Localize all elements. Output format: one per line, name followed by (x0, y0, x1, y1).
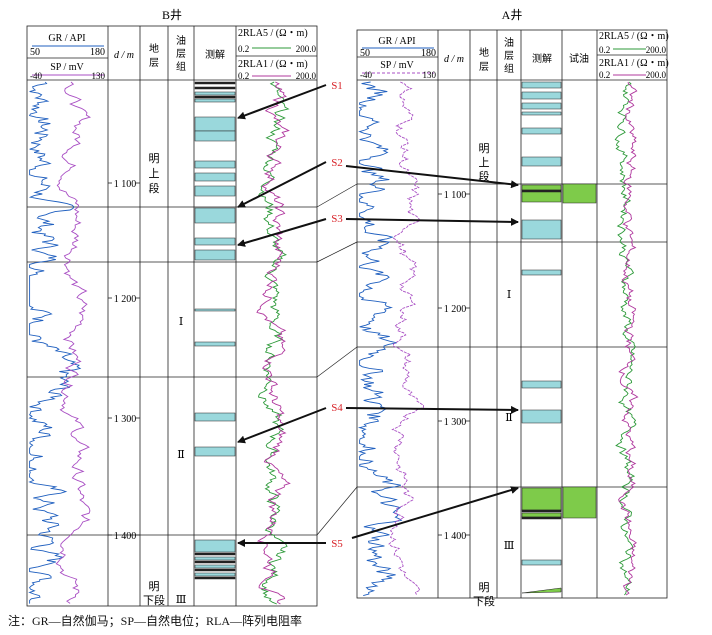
b-strata-upper-2: 上 (149, 167, 160, 180)
b-depth-1200: 1 200 (114, 294, 137, 305)
a-sp-max: 130 (423, 70, 437, 80)
b-rla1-curve (256, 81, 291, 605)
a-oil-label-3: 组 (504, 62, 514, 75)
a-strata-label-2: 层 (479, 61, 489, 73)
b-rla1-min: 0.2 (238, 71, 249, 81)
sand-label-s3: S3 (331, 213, 343, 225)
sand-label-s1: S1 (331, 80, 343, 92)
arrow-s3-b (237, 218, 327, 247)
a-gr-label: GR / API (378, 36, 415, 47)
b-rla1-label: 2RLA1 / (Ω・m) (238, 59, 308, 70)
b-strata-upper-3: 段 (149, 181, 160, 195)
a-rla5-curve (614, 81, 637, 596)
b-gr-min: 50 (30, 47, 40, 58)
correlation-lines (316, 183, 358, 536)
well-a-title: A井 (502, 8, 523, 22)
b-sp-label: SP / mV (50, 62, 84, 73)
arrow-s1 (237, 84, 327, 120)
a-rla1-label: 2RLA1 / (Ω・m) (599, 58, 669, 69)
a-interpretation-layers (521, 81, 562, 594)
arrow-s4-a (345, 405, 519, 414)
b-rla5-max: 200.0 (296, 44, 317, 54)
log-curves (28, 81, 639, 605)
b-rla5-min: 0.2 (238, 44, 249, 54)
well-b-title: B井 (162, 8, 182, 22)
sand-label-s2: S2 (331, 157, 343, 169)
b-interp-label: 测解 (205, 48, 225, 61)
a-sp-min: -40 (360, 70, 372, 80)
a-test-label: 试油 (569, 52, 589, 65)
b-strata-label-1: 地 (149, 42, 159, 55)
b-oil-label-3: 组 (176, 60, 186, 73)
depth-ticks (108, 182, 470, 536)
sand-label-s5: S5 (331, 538, 343, 550)
b-depth-1300: 1 300 (114, 414, 137, 425)
arrow-s2-a (345, 165, 519, 189)
a-gr-max: 180 (421, 48, 436, 59)
a-rla5-min: 0.2 (599, 45, 610, 55)
a-rla1-min: 0.2 (599, 70, 610, 80)
b-oil-label-2: 层 (176, 48, 186, 60)
a-oil-group-1: Ⅰ (507, 289, 511, 301)
b-strata-lower-1: 明 (149, 580, 160, 593)
b-gr-curve (28, 81, 82, 604)
arrow-s5-a (351, 486, 519, 539)
a-rla5-max: 200.0 (646, 45, 667, 55)
a-gr-curve (357, 81, 403, 597)
b-gr-max: 180 (90, 47, 105, 58)
a-depth-1200: 1 200 (444, 304, 467, 315)
a-strata-upper-1: 明 (479, 142, 490, 155)
b-rla1-max: 200.0 (296, 71, 317, 81)
a-interp-label: 测解 (532, 52, 552, 65)
sand-label-s4: S4 (331, 402, 343, 414)
b-sp-max: 130 (92, 71, 106, 81)
a-strata-upper-2: 上 (479, 156, 490, 169)
a-sp-label: SP / mV (380, 60, 414, 71)
a-depth-1400: 1 400 (444, 531, 467, 542)
b-oil-group-2: Ⅱ (177, 449, 184, 461)
b-strata-label-2: 层 (149, 57, 159, 69)
b-interpretation-layers (194, 81, 236, 580)
b-strata-lower-2: 下段 (143, 593, 165, 607)
a-oil-label-1: 油 (504, 36, 514, 49)
a-strata-upper-3: 段 (479, 169, 490, 183)
b-depth-1100: 1 100 (114, 179, 137, 190)
a-oil-group-2: Ⅱ (505, 412, 512, 424)
a-depth-1100: 1 100 (444, 190, 467, 201)
footnote: 注：GR—自然伽马；SP—自然电位；RLA—阵列电阻率 (8, 614, 303, 628)
a-depth-label: d / m (444, 54, 464, 65)
arrow-s2-b (237, 161, 327, 208)
b-gr-label: GR / API (48, 33, 85, 44)
a-test-oil-layers (562, 183, 597, 519)
b-oil-group-1: Ⅰ (179, 316, 183, 328)
b-depth-label: d / m (114, 50, 134, 61)
b-rla5-curve (257, 81, 290, 605)
a-oil-group-3: Ⅲ (504, 540, 515, 552)
a-strata-lower-2: 下段 (473, 594, 495, 608)
a-strata-label-1: 地 (479, 46, 489, 59)
b-rla5-label: 2RLA5 / (Ω・m) (238, 28, 308, 39)
well-a-panel (356, 29, 668, 599)
arrow-s3-a (345, 217, 519, 226)
a-depth-1300: 1 300 (444, 417, 467, 428)
b-oil-label-1: 油 (176, 34, 186, 47)
a-strata-lower-1: 明 (479, 581, 490, 594)
b-sp-min: -40 (30, 71, 42, 81)
b-oil-group-3: Ⅲ (176, 594, 187, 606)
a-rla1-max: 200.0 (646, 70, 667, 80)
a-rla5-label: 2RLA5 / (Ω・m) (599, 31, 669, 42)
b-depth-1400: 1 400 (114, 531, 137, 542)
arrow-s4-b (237, 407, 327, 444)
a-oil-label-2: 层 (504, 50, 514, 62)
a-gr-min: 50 (360, 48, 370, 59)
sand-arrows (237, 84, 519, 547)
b-strata-upper-1: 明 (149, 152, 160, 165)
a-rla1-curve (618, 81, 639, 596)
b-sp-curve (55, 81, 92, 604)
